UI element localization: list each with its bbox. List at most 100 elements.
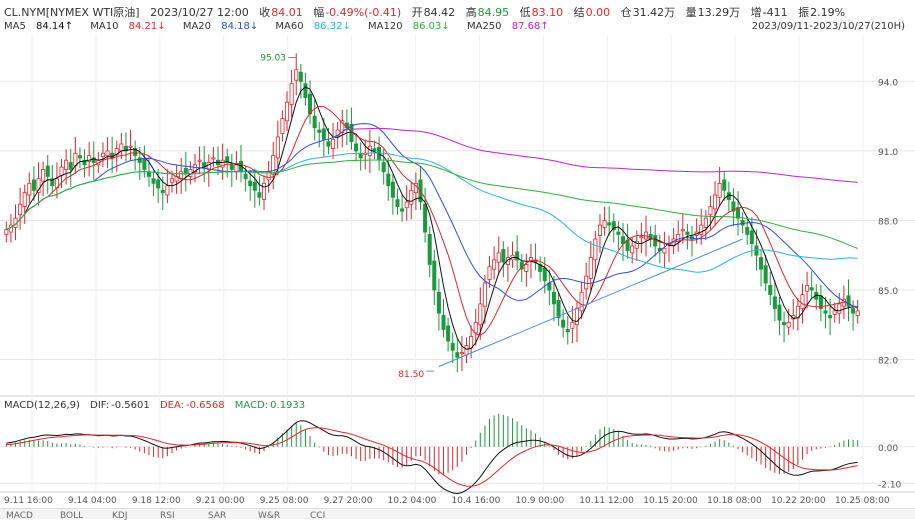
candle-body bbox=[87, 155, 92, 162]
candle-body bbox=[381, 162, 386, 173]
tab-boll[interactable]: BOLL bbox=[60, 511, 84, 521]
ma5-line bbox=[6, 86, 858, 350]
candle-body bbox=[423, 203, 428, 233]
candle-body bbox=[321, 128, 326, 140]
hold-label: 仓 bbox=[620, 6, 632, 19]
candle-body bbox=[837, 303, 842, 314]
tab-macd[interactable]: MACD bbox=[6, 511, 33, 521]
amplitude-label: 振 bbox=[798, 6, 810, 19]
x-tick-label: 9.21 00:00 bbox=[196, 496, 245, 506]
candle-body bbox=[713, 194, 718, 210]
x-tick-label: 10.9 00:00 bbox=[515, 496, 564, 506]
macd-label: MACD: bbox=[234, 400, 269, 411]
candle-body bbox=[699, 224, 704, 235]
candle-body bbox=[455, 352, 460, 358]
candle-body bbox=[634, 240, 639, 249]
x-tick-label: 10.18 08:00 bbox=[707, 496, 762, 506]
candle-body bbox=[745, 227, 750, 235]
ma20-legend: MA20 84.18↓ bbox=[182, 21, 259, 32]
candle-body bbox=[395, 199, 400, 207]
candle-body bbox=[565, 329, 570, 333]
candle-body bbox=[828, 315, 833, 319]
ma120-line bbox=[6, 159, 858, 249]
candle-body bbox=[501, 249, 506, 263]
candle-body bbox=[731, 201, 736, 212]
candle-body bbox=[478, 303, 483, 326]
tab-cci[interactable]: CCI bbox=[310, 511, 326, 521]
x-tick-label: 9.14 04:00 bbox=[68, 496, 117, 506]
candle-body bbox=[786, 322, 791, 328]
candle-body bbox=[27, 182, 32, 196]
candle-body bbox=[616, 231, 621, 235]
candle-body bbox=[390, 181, 395, 198]
ma60-legend: MA60 86.32↓ bbox=[275, 21, 351, 32]
candle-body bbox=[41, 169, 46, 182]
candle-body bbox=[64, 159, 69, 170]
tab-rsi[interactable]: RSI bbox=[160, 511, 175, 521]
trendline bbox=[438, 238, 743, 367]
macd-name: MACD(12,26,9) bbox=[4, 400, 80, 411]
candle-body bbox=[133, 148, 138, 156]
candle-body bbox=[496, 252, 501, 263]
tab-sar[interactable]: SAR bbox=[208, 511, 227, 521]
candle-body bbox=[119, 143, 124, 152]
candle-body bbox=[303, 83, 308, 98]
candle-body bbox=[579, 291, 584, 312]
x-tick-label: 10.2 04:00 bbox=[388, 496, 437, 506]
candle-body bbox=[137, 157, 142, 163]
candles bbox=[4, 53, 860, 373]
candle-body bbox=[211, 157, 216, 160]
candle-body bbox=[432, 260, 437, 291]
candle-body bbox=[386, 173, 391, 187]
candle-body bbox=[59, 166, 64, 176]
candle-body bbox=[427, 233, 432, 265]
candle-body bbox=[588, 257, 593, 279]
ma250-legend: MA250 87.68↑ bbox=[466, 21, 549, 32]
volume-label: 量 bbox=[685, 6, 697, 19]
candle-body bbox=[18, 203, 23, 216]
tab-wr[interactable]: W&R bbox=[258, 511, 281, 521]
dif-line bbox=[6, 420, 858, 495]
price-tick-label: 88.0 bbox=[878, 217, 898, 227]
candle-body bbox=[473, 322, 478, 334]
candle-body bbox=[91, 157, 96, 163]
candle-body bbox=[662, 247, 667, 254]
candle-body bbox=[36, 178, 41, 194]
macd-value: 0.1933 bbox=[270, 400, 306, 411]
candle-body bbox=[229, 164, 234, 170]
ma5-legend: MA5 84.14↑ bbox=[4, 21, 74, 32]
candle-body bbox=[551, 291, 556, 305]
candle-body bbox=[409, 189, 414, 205]
candle-body bbox=[607, 222, 612, 226]
candle-body bbox=[782, 322, 787, 326]
increase-label: 增 bbox=[750, 6, 762, 19]
candle-body bbox=[446, 325, 451, 342]
candle-body bbox=[717, 182, 722, 198]
candle-body bbox=[832, 310, 837, 315]
candle-body bbox=[722, 179, 727, 191]
macd-tick-label: 0.00 bbox=[878, 444, 898, 454]
candle-body bbox=[243, 173, 248, 180]
candle-body bbox=[772, 296, 777, 309]
tab-kdj[interactable]: KDJ bbox=[112, 511, 128, 521]
candle-body bbox=[326, 141, 331, 147]
candle-body bbox=[469, 335, 474, 349]
candle-body bbox=[708, 206, 713, 216]
quote-datetime: 2023/10/27 12:00 bbox=[150, 6, 249, 19]
candle-body bbox=[574, 308, 579, 326]
candle-body bbox=[68, 162, 73, 170]
high-label: 高 bbox=[465, 6, 477, 19]
candle-body bbox=[331, 138, 336, 149]
candle-body bbox=[639, 236, 644, 239]
dif-value: -0.5601 bbox=[111, 400, 150, 411]
candle-body bbox=[317, 129, 322, 133]
x-tick-label: 10.25 08:00 bbox=[835, 496, 890, 506]
candle-body bbox=[197, 159, 202, 162]
x-tick-label: 10.15 20:00 bbox=[643, 496, 698, 506]
candle-body bbox=[225, 156, 230, 163]
dea-value: -0.6568 bbox=[186, 400, 225, 411]
candle-body bbox=[436, 291, 441, 314]
candle-body bbox=[105, 150, 110, 156]
candle-body bbox=[275, 136, 280, 159]
